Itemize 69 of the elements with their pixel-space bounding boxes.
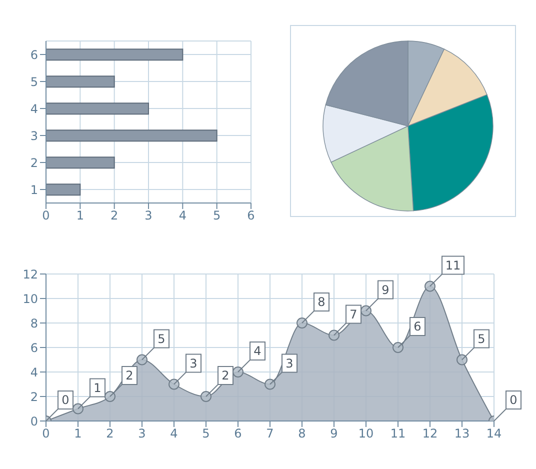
y-tick-label: 6 [30, 340, 38, 355]
data-label: 0 [510, 393, 518, 407]
point [200, 391, 212, 402]
data-label: 8 [318, 295, 326, 309]
point [168, 378, 180, 390]
data-label: 3 [190, 356, 198, 370]
point [392, 342, 404, 353]
point [296, 318, 308, 328]
x-tick-label: 5 [213, 208, 221, 223]
x-tick-label: 3 [144, 208, 152, 223]
x-tick-label: 7 [266, 426, 274, 441]
y-tick-label: 4 [30, 102, 38, 116]
y-tick-label: 1 [30, 182, 38, 197]
x-tick-label: 12 [422, 426, 438, 441]
x-tick-label: 0 [42, 208, 50, 223]
x-tick-label: 6 [247, 208, 255, 223]
point [136, 354, 148, 366]
bar [46, 48, 184, 61]
data-label: 2 [222, 368, 230, 382]
data-label: 4 [254, 344, 262, 358]
point [360, 305, 372, 316]
data-label: 11 [445, 258, 461, 272]
x-tick-label: 10 [358, 426, 374, 441]
bar [46, 76, 115, 88]
x-tick-label: 1 [74, 426, 82, 441]
y-tick-label: 0 [30, 414, 38, 428]
y-tick-label: 8 [30, 316, 38, 330]
data-label: 5 [158, 332, 166, 346]
y-tick-label: 10 [22, 292, 38, 306]
data-label: 7 [350, 307, 358, 322]
data-label: 2 [126, 368, 134, 382]
y-tick-label: 2 [30, 390, 38, 404]
point [456, 354, 468, 366]
x-tick-label: 3 [138, 426, 146, 441]
data-label: 6 [414, 320, 422, 334]
y-tick-label: 6 [30, 48, 38, 62]
x-tick-label: 0 [42, 426, 50, 441]
data-label: 3 [286, 356, 294, 370]
y-tick-label: 5 [30, 74, 38, 89]
x-tick-label: 2 [110, 208, 118, 223]
bar [46, 156, 115, 169]
point [328, 330, 340, 341]
bar [46, 102, 149, 115]
x-tick-label: 2 [106, 426, 114, 441]
x-tick-label: 11 [390, 426, 406, 441]
point [72, 403, 84, 414]
y-tick-label: 2 [30, 156, 38, 170]
x-tick-label: 4 [178, 208, 186, 223]
data-label: 0 [62, 393, 70, 407]
y-tick-label: 12 [22, 267, 38, 282]
point [424, 280, 436, 292]
x-tick-label: 4 [170, 426, 178, 441]
x-tick-label: 1 [76, 208, 84, 223]
bar [46, 130, 218, 142]
x-tick-label: 13 [454, 426, 470, 441]
point [232, 366, 244, 378]
point [264, 378, 276, 390]
x-tick-label: 14 [486, 426, 502, 441]
x-tick-label: 8 [298, 426, 306, 441]
y-tick-label: 3 [30, 128, 38, 143]
x-tick-label: 6 [234, 426, 242, 441]
data-label: 5 [478, 332, 486, 346]
x-tick-label: 5 [202, 426, 210, 441]
data-label: 9 [382, 282, 390, 297]
data-label: 1 [94, 380, 102, 395]
x-tick-label: 9 [330, 426, 338, 441]
point [104, 391, 116, 402]
bar [46, 184, 81, 196]
y-tick-label: 4 [30, 365, 38, 380]
